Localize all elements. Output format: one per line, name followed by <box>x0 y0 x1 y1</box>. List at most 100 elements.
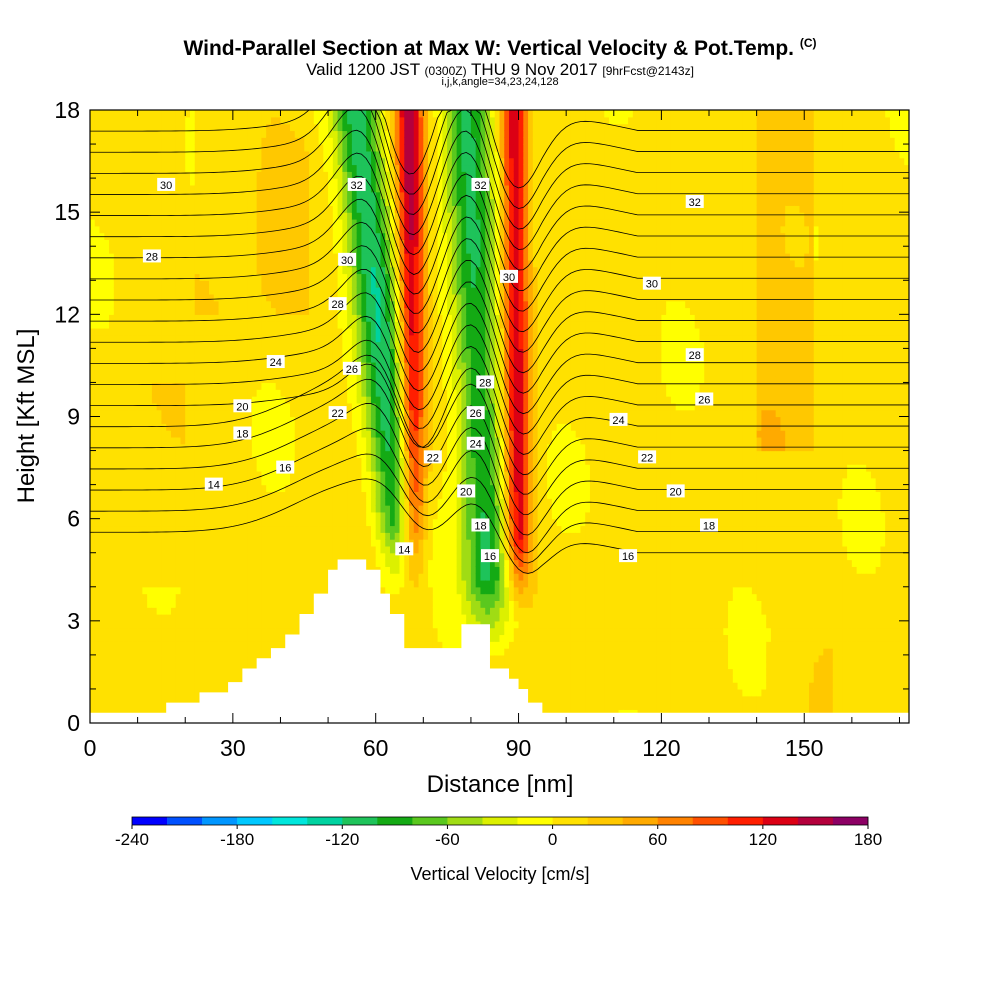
field-cell <box>204 607 210 615</box>
field-cell <box>342 246 348 254</box>
field-cell <box>128 110 134 118</box>
field-cell <box>323 164 329 172</box>
field-cell <box>332 477 339 486</box>
field-cell <box>318 184 324 193</box>
field-cell <box>275 253 282 261</box>
field-cell <box>323 532 329 540</box>
field-cell <box>170 280 177 288</box>
field-cell <box>228 525 234 533</box>
field-cell <box>204 648 210 656</box>
field-cell <box>99 511 105 520</box>
field-cell <box>132 484 139 493</box>
field-cell <box>247 184 253 193</box>
field-cell <box>142 498 148 506</box>
field-cell <box>280 253 286 261</box>
field-cell <box>223 464 229 472</box>
field-cell <box>204 341 210 349</box>
field-cell <box>142 682 148 690</box>
field-cell <box>94 137 101 145</box>
field-cell <box>142 607 148 615</box>
field-cell <box>123 491 129 499</box>
field-cell <box>247 327 253 336</box>
field-cell <box>285 157 291 166</box>
field-cell <box>289 130 296 138</box>
field-cell <box>318 559 324 567</box>
field-cell <box>285 532 291 540</box>
field-cell <box>309 402 315 411</box>
field-cell <box>337 375 343 384</box>
field-cell <box>142 641 148 649</box>
field-cell <box>142 287 148 295</box>
field-cell <box>337 423 343 431</box>
field-cell <box>142 341 148 349</box>
field-cell <box>132 246 139 254</box>
field-cell <box>294 334 301 343</box>
field-cell <box>189 634 196 642</box>
field-cell <box>151 627 158 636</box>
field-cell <box>299 150 305 159</box>
field-cell <box>213 641 220 649</box>
field-cell <box>342 477 348 486</box>
field-cell <box>94 334 101 343</box>
field-cell <box>151 239 158 247</box>
field-cell <box>104 259 110 268</box>
field-cell <box>123 552 129 561</box>
field-cell <box>270 144 277 152</box>
field-cell <box>285 348 291 356</box>
field-cell <box>275 307 282 315</box>
field-cell <box>123 287 129 295</box>
field-cell <box>242 110 248 118</box>
field-cell <box>161 225 167 234</box>
field-cell <box>270 266 277 275</box>
field-cell <box>280 287 286 295</box>
field-cell <box>213 491 220 499</box>
field-cell <box>132 307 139 315</box>
field-cell <box>123 191 129 200</box>
field-cell <box>328 137 334 145</box>
field-cell <box>209 498 215 506</box>
field-cell <box>204 627 210 636</box>
field-cell <box>194 648 201 656</box>
field-cell <box>99 661 105 670</box>
field-cell <box>147 477 153 486</box>
field-cell <box>223 280 229 288</box>
field-cell <box>223 402 229 411</box>
field-cell <box>123 661 129 670</box>
field-cell <box>223 300 229 309</box>
field-cell <box>328 389 334 397</box>
field-cell <box>185 287 191 295</box>
field-cell <box>166 130 172 138</box>
field-cell <box>104 491 110 499</box>
field-cell <box>147 436 153 445</box>
field-cell <box>90 164 96 172</box>
field-cell <box>151 505 158 513</box>
field-cell <box>194 661 201 670</box>
field-cell <box>285 280 291 288</box>
field-cell <box>113 137 120 145</box>
field-cell <box>128 205 134 213</box>
field-cell <box>166 362 172 370</box>
field-cell <box>223 293 229 302</box>
field-cell <box>132 280 139 288</box>
field-cell <box>180 491 186 499</box>
field-cell <box>185 573 191 581</box>
field-cell <box>137 382 143 390</box>
field-cell <box>204 362 210 370</box>
field-cell <box>309 525 315 533</box>
field-cell <box>228 307 234 315</box>
field-cell <box>280 600 286 608</box>
field-cell <box>194 164 201 172</box>
field-cell <box>123 300 129 309</box>
field-cell <box>223 627 229 636</box>
field-cell <box>289 545 296 554</box>
field-cell <box>180 355 186 363</box>
field-cell <box>313 273 320 281</box>
field-cell <box>180 157 186 166</box>
field-cell <box>161 300 167 309</box>
field-cell <box>285 450 291 458</box>
field-cell <box>332 144 339 152</box>
field-cell <box>128 511 134 520</box>
field-cell <box>166 246 172 254</box>
field-cell <box>256 280 263 288</box>
field-cell <box>313 218 320 227</box>
